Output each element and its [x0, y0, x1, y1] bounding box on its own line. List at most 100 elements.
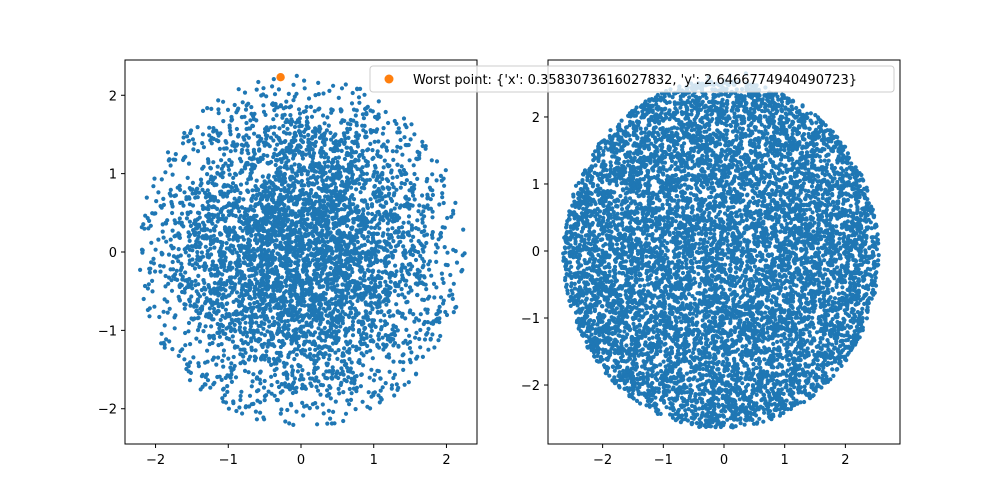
- data-point: [381, 186, 386, 191]
- data-point: [161, 264, 166, 269]
- data-point: [359, 229, 364, 234]
- data-point: [400, 152, 405, 157]
- data-point: [259, 342, 264, 348]
- data-point: [276, 384, 282, 390]
- data-point: [328, 324, 333, 329]
- data-point: [335, 308, 341, 314]
- data-point: [253, 184, 258, 189]
- data-point: [262, 142, 267, 147]
- data-point: [412, 197, 417, 202]
- data-point: [371, 155, 376, 160]
- data-point: [205, 188, 210, 193]
- data-point: [208, 246, 213, 251]
- data-point: [350, 333, 356, 338]
- data-point: [218, 209, 223, 214]
- data-point: [239, 303, 244, 308]
- data-point: [274, 113, 279, 118]
- data-point: [290, 304, 295, 309]
- data-point: [431, 281, 437, 286]
- data-point: [221, 364, 226, 369]
- data-point: [395, 162, 400, 167]
- data-point: [334, 324, 339, 330]
- data-point: [271, 131, 276, 136]
- data-point: [424, 232, 430, 237]
- data-point: [217, 330, 222, 335]
- data-point: [258, 323, 263, 328]
- data-point: [314, 194, 319, 199]
- data-point: [197, 215, 202, 220]
- data-point: [247, 156, 252, 161]
- data-point: [228, 189, 233, 194]
- data-point: [380, 233, 385, 238]
- data-point: [378, 280, 383, 285]
- data-point: [316, 335, 321, 340]
- data-point: [234, 290, 240, 295]
- data-point: [258, 217, 263, 222]
- data-point: [354, 120, 359, 125]
- data-point: [323, 185, 328, 190]
- data-point: [269, 391, 274, 396]
- data-point: [212, 291, 217, 296]
- data-point: [288, 350, 293, 355]
- data-point: [349, 234, 354, 239]
- data-point: [166, 281, 171, 286]
- data-point: [338, 324, 343, 329]
- data-point: [240, 245, 245, 250]
- data-point: [146, 282, 151, 287]
- data-point: [328, 416, 333, 421]
- data-point: [316, 217, 321, 222]
- data-point: [333, 300, 338, 305]
- data-point: [207, 306, 212, 311]
- data-point: [195, 250, 200, 255]
- data-point: [251, 372, 256, 377]
- data-point: [332, 133, 337, 138]
- data-point: [249, 314, 254, 319]
- data-point: [177, 216, 182, 221]
- data-point: [284, 117, 289, 122]
- data-point: [232, 322, 237, 327]
- data-point: [308, 104, 313, 109]
- data-point: [225, 107, 231, 112]
- data-point: [270, 102, 275, 107]
- data-point: [291, 337, 296, 342]
- data-point: [359, 255, 364, 260]
- data-point: [319, 146, 324, 151]
- data-point: [273, 147, 278, 152]
- data-point: [430, 188, 435, 193]
- data-point: [347, 402, 352, 407]
- data-point: [215, 298, 220, 303]
- data-point: [234, 233, 239, 238]
- data-point: [285, 258, 290, 263]
- data-point: [375, 258, 380, 263]
- data-point: [358, 174, 363, 179]
- data-point: [261, 415, 266, 420]
- data-point: [311, 233, 316, 239]
- data-point: [302, 303, 307, 308]
- data-point: [270, 250, 275, 256]
- data-point: [233, 213, 238, 219]
- data-point: [345, 248, 350, 253]
- data-point: [417, 336, 422, 342]
- data-point: [377, 180, 382, 185]
- data-point: [369, 367, 374, 372]
- data-point: [375, 210, 380, 215]
- data-point: [330, 172, 335, 177]
- data-point: [290, 293, 295, 298]
- data-point: [293, 260, 298, 265]
- data-point: [233, 375, 239, 380]
- data-point: [373, 253, 378, 258]
- data-point: [380, 176, 385, 182]
- data-point: [291, 156, 296, 161]
- data-point: [169, 199, 174, 205]
- data-point: [325, 319, 330, 324]
- data-point: [298, 253, 303, 259]
- data-point: [208, 289, 213, 294]
- data-point: [177, 183, 182, 188]
- data-point: [147, 314, 152, 319]
- data-point: [294, 194, 299, 200]
- data-point: [224, 268, 229, 273]
- data-point: [391, 313, 396, 318]
- data-point: [282, 186, 287, 191]
- data-point: [409, 350, 414, 355]
